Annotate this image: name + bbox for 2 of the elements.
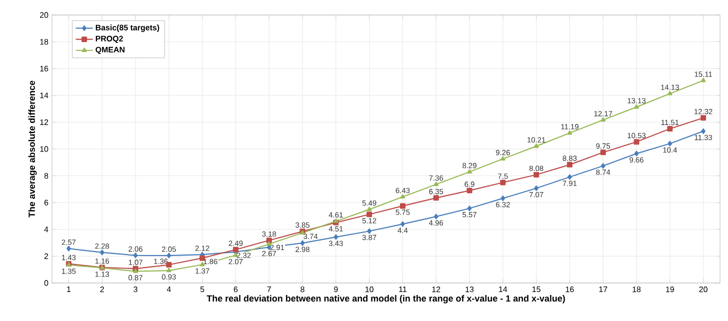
y-axis-title: The average absolute difference (28, 80, 37, 218)
x-axis-title: The real deviation between native and model (in the range of x-value - 1 and x-value) (206, 295, 565, 304)
